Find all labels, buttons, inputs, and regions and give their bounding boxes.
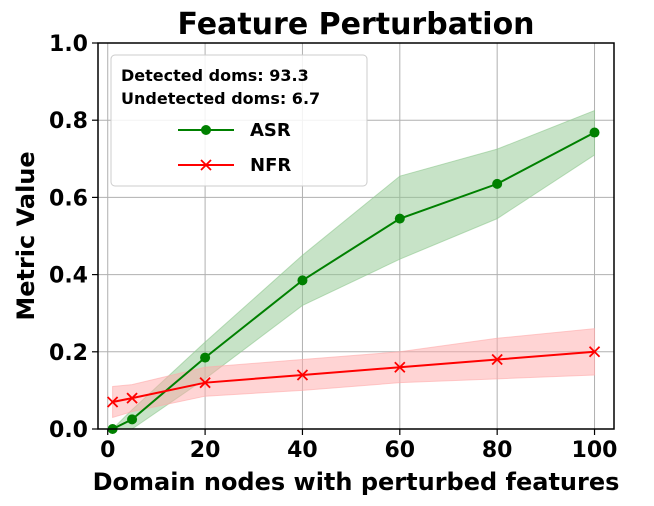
asr-point-5	[492, 178, 503, 189]
chart-title: Feature Perturbation	[177, 7, 534, 42]
legend-nfr-marker-b	[200, 159, 212, 171]
nfr-point-3	[296, 369, 309, 381]
y-tick-label-1: 0.2	[49, 341, 88, 366]
plot-area-frame	[97, 42, 615, 430]
y-tick-label-2: 0.4	[49, 264, 88, 289]
x-axis-label: Domain nodes with perturbed features	[93, 468, 620, 496]
legend-asr-marker	[201, 125, 211, 135]
x-tick-label-80: 80	[482, 438, 513, 463]
nfr-point-5	[491, 353, 503, 366]
legend-nfr-label: NFR	[250, 155, 291, 176]
x-tick-label-100: 100	[572, 438, 618, 463]
y-tick-label-3: 0.6	[49, 186, 88, 211]
nfr-point-2	[199, 377, 211, 389]
y-tick-label-5: 1.0	[49, 32, 88, 57]
asr-point-2	[200, 352, 211, 363]
x-tick-label-20: 20	[190, 438, 221, 463]
nfr-point-stroke-b	[199, 377, 211, 389]
nfr-point-4	[394, 361, 406, 373]
y-tick-label-0: 0.0	[49, 418, 88, 443]
asr-point-4	[394, 213, 405, 224]
nfr-point-stroke-b	[588, 346, 601, 358]
legend-nfr-marker	[200, 159, 212, 171]
asr-point-1	[127, 414, 138, 425]
x-tick-label-0: 0	[100, 438, 115, 463]
asr-point-3	[297, 275, 308, 286]
y-tick-label-4: 0.8	[49, 109, 88, 134]
series-lines	[106, 127, 601, 434]
nfr-point-stroke-b	[394, 361, 406, 373]
x-tick-label-60: 60	[384, 438, 415, 463]
nfr-point-1	[126, 392, 138, 404]
legend-entries: ASR NFR	[178, 120, 291, 176]
nfr-point-stroke-b	[296, 369, 309, 381]
nfr-point-stroke-b	[126, 392, 138, 404]
nfr-point-stroke-b	[491, 353, 503, 366]
legend: Detected doms: 93.3 Undetected doms: 6.7…	[110, 54, 368, 187]
nfr-point-6	[588, 346, 601, 358]
y-axis-label: Metric Value	[12, 151, 40, 320]
legend-asr-label: ASR	[250, 120, 291, 141]
asr-point-6	[589, 127, 600, 138]
legend-note-detected: Detected doms: 93.3	[121, 66, 309, 85]
nfr-point-0	[106, 396, 119, 408]
axis-ticks: 0 20 40 60 80 100 0.0 0.2 0.4 0.6 0.8 1.0	[49, 32, 617, 463]
x-tick-label-40: 40	[287, 438, 318, 463]
legend-box	[110, 54, 368, 187]
nfr-point-stroke-b	[106, 396, 119, 408]
legend-note-undetected: Undetected doms: 6.7	[121, 89, 320, 108]
nfr-band	[112, 328, 596, 419]
